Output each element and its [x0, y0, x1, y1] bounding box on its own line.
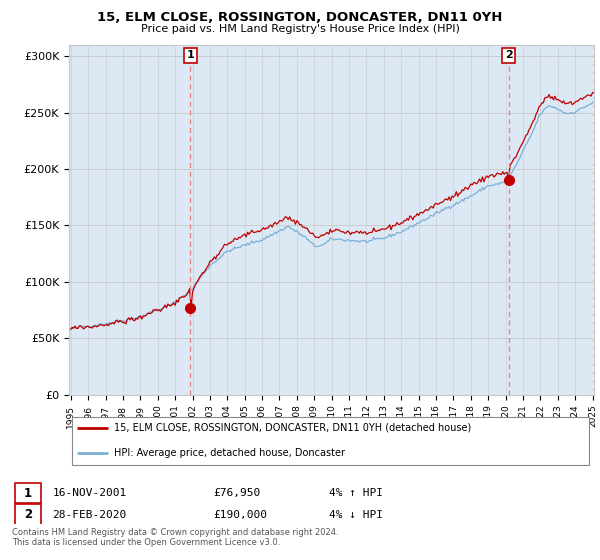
- Text: 28-FEB-2020: 28-FEB-2020: [52, 510, 127, 520]
- Text: 15, ELM CLOSE, ROSSINGTON, DONCASTER, DN11 0YH (detached house): 15, ELM CLOSE, ROSSINGTON, DONCASTER, DN…: [113, 423, 471, 433]
- Text: £190,000: £190,000: [214, 510, 268, 520]
- FancyBboxPatch shape: [15, 505, 41, 525]
- Text: 4% ↓ HPI: 4% ↓ HPI: [329, 510, 383, 520]
- Text: 16-NOV-2001: 16-NOV-2001: [52, 488, 127, 498]
- Text: 1: 1: [24, 487, 32, 500]
- FancyBboxPatch shape: [15, 483, 41, 503]
- Text: 2: 2: [24, 508, 32, 521]
- Text: £76,950: £76,950: [214, 488, 261, 498]
- Text: 2: 2: [505, 50, 512, 60]
- Text: HPI: Average price, detached house, Doncaster: HPI: Average price, detached house, Donc…: [113, 447, 344, 458]
- Text: 1: 1: [187, 50, 194, 60]
- Text: 15, ELM CLOSE, ROSSINGTON, DONCASTER, DN11 0YH: 15, ELM CLOSE, ROSSINGTON, DONCASTER, DN…: [97, 11, 503, 24]
- Text: Price paid vs. HM Land Registry's House Price Index (HPI): Price paid vs. HM Land Registry's House …: [140, 24, 460, 34]
- Text: 4% ↑ HPI: 4% ↑ HPI: [329, 488, 383, 498]
- Text: Contains HM Land Registry data © Crown copyright and database right 2024.: Contains HM Land Registry data © Crown c…: [12, 528, 338, 536]
- Text: This data is licensed under the Open Government Licence v3.0.: This data is licensed under the Open Gov…: [12, 538, 280, 547]
- FancyBboxPatch shape: [71, 417, 589, 465]
